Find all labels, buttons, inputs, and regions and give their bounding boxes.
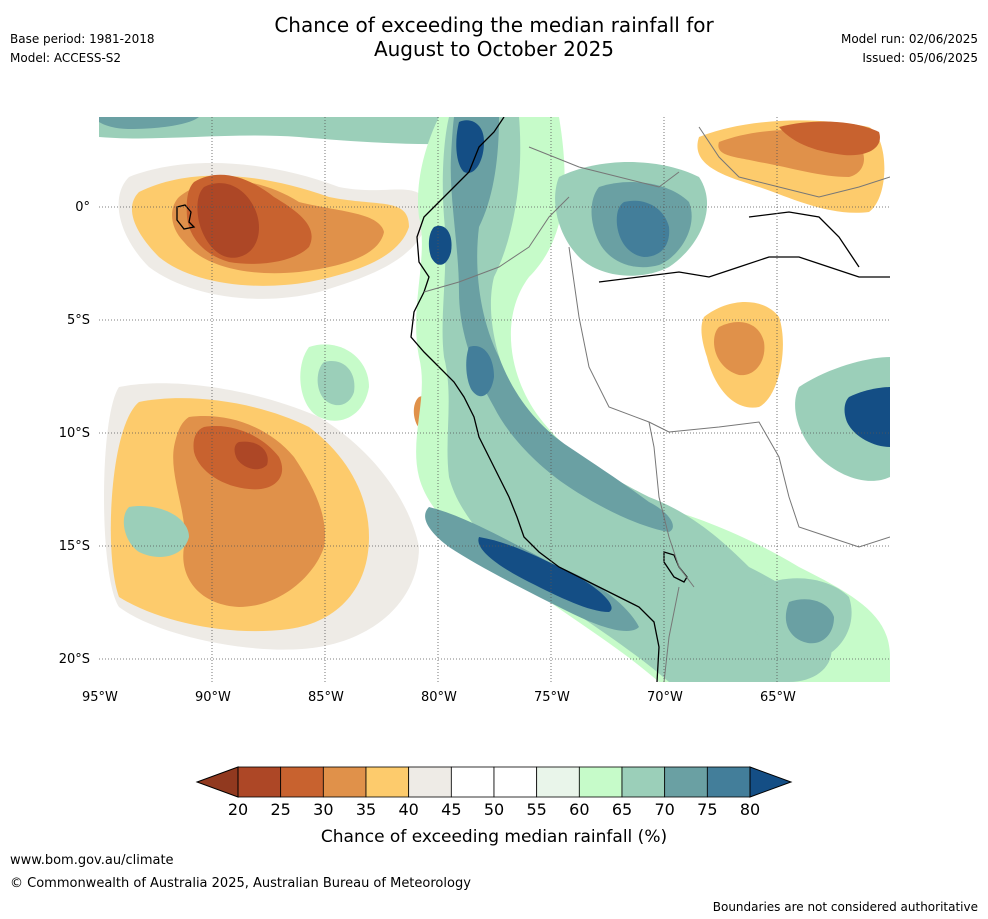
lat-label-5s: 5°S <box>66 313 90 328</box>
colorbar-tick-label: 65 <box>611 800 633 819</box>
colorbar-tick-label: 20 <box>227 800 249 819</box>
south-america-coastline <box>410 117 660 682</box>
amazon-river-upper <box>748 211 860 268</box>
lon-label-85w: 85°W <box>308 690 344 705</box>
model-run-text: Model run: 02/06/2025 <box>840 32 978 46</box>
wet-region-brazil-80 <box>616 200 670 257</box>
issued-text: Issued: 05/06/2025 <box>862 51 978 65</box>
colorbar-tick-label: 40 <box>398 800 419 819</box>
colorbar-tick-label: 70 <box>654 800 675 819</box>
colorbar-segment <box>322 766 367 798</box>
wet-region-southwest-65 <box>123 506 189 557</box>
colorbar-tick-label: 50 <box>483 800 505 819</box>
wet-region-peru-coast-80 <box>478 537 612 612</box>
wet-region-north-band-75 <box>99 117 199 129</box>
bom-url: www.bom.gov.au/climate <box>10 853 174 868</box>
lat-label-20s: 20°S <box>58 652 90 667</box>
dry-region-south-pacific-20 <box>234 441 268 470</box>
country-borders <box>423 126 890 682</box>
lon-label-80w: 80°W <box>421 690 457 705</box>
colorbar-segment <box>365 766 410 798</box>
colorbar-tick-label: 30 <box>313 800 334 819</box>
colorbar-segments <box>237 766 751 798</box>
lat-label-15s: 15°S <box>58 539 90 554</box>
model-text: Model: ACCESS-S2 <box>10 51 122 65</box>
bolivia-brazil-border <box>668 421 890 548</box>
colorbar-segment <box>664 766 708 798</box>
venezuela-border <box>698 126 890 198</box>
disclaimer-text: Boundaries are not considered authoritat… <box>712 900 978 914</box>
wet-region-east-80 <box>844 387 890 447</box>
colorbar-segment <box>493 766 538 798</box>
dry-region-bolivia-30 <box>714 322 765 376</box>
lon-label-75w: 75°W <box>534 690 570 705</box>
amazon-river-north <box>598 256 890 283</box>
colorbar-tick-label: 60 <box>569 800 590 819</box>
wet-region-andes-80c <box>466 346 494 397</box>
wet-region-east-70 <box>795 357 890 481</box>
base-period-text: Base period: 1981-2018 <box>10 32 155 46</box>
colorbar-tick-label: 80 <box>739 800 761 819</box>
lon-label-95w: 95°W <box>82 690 118 705</box>
colorbar-tick-label: 45 <box>441 800 462 819</box>
rainfall-map-svg <box>99 117 890 682</box>
lat-label-10s: 10°S <box>58 426 90 441</box>
colorbar-low-arrow <box>195 766 239 798</box>
wet-region-andes-80b <box>428 225 452 265</box>
galapagos-coastline <box>176 204 196 230</box>
colorbar-tick-label: 55 <box>526 800 547 819</box>
peru-brazil-border <box>568 246 670 433</box>
dry-anomaly-regions <box>104 120 885 650</box>
colorbar-segment <box>237 766 282 798</box>
map-title-line2: August to October 2025 <box>373 37 615 61</box>
colorbar-label: Chance of exceeding median rainfall (%) <box>320 827 668 847</box>
colorbar-high-arrow <box>749 766 793 798</box>
colorbar-segment <box>536 766 580 798</box>
lat-label-0: 0° <box>75 200 90 215</box>
rainfall-map <box>99 117 890 682</box>
colorbar-segment <box>706 766 751 798</box>
colorbar-segment <box>578 766 623 798</box>
colombia-border <box>528 146 680 188</box>
map-title: Chance of exceeding the median rainfall … <box>0 13 988 61</box>
wet-region-southeast-75 <box>785 599 834 644</box>
dry-region-amazon-northeast-25 <box>779 121 880 156</box>
dry-region-galapagos-20 <box>197 183 259 258</box>
ecuador-peru-border <box>423 196 570 293</box>
copyright-text: © Commonwealth of Australia 2025, Austra… <box>10 876 471 891</box>
colorbar-segment <box>280 766 324 798</box>
lon-label-65w: 65°W <box>760 690 796 705</box>
wet-anomaly-regions <box>99 117 890 682</box>
colorbar-segment <box>408 766 452 798</box>
titicaca-lake <box>663 551 688 583</box>
wet-region-andes-65 <box>442 117 832 682</box>
wet-region-north-band <box>99 117 522 145</box>
colorbar-tick-label: 25 <box>270 800 291 819</box>
wet-region-west-70 <box>317 361 355 406</box>
lon-label-90w: 90°W <box>195 690 231 705</box>
map-title-line1: Chance of exceeding the median rainfall … <box>274 13 714 37</box>
colorbar-tick-label: 35 <box>355 800 377 819</box>
wet-region-andes-80 <box>456 120 484 173</box>
colorbar <box>195 766 793 798</box>
colorbar-segment <box>450 766 495 798</box>
colorbar-segment <box>621 766 666 798</box>
chile-bolivia-border <box>663 586 680 682</box>
map-gridlines <box>99 117 890 682</box>
coastlines <box>176 117 890 682</box>
colorbar-tick-label: 75 <box>697 800 718 819</box>
lon-label-70w: 70°W <box>647 690 683 705</box>
